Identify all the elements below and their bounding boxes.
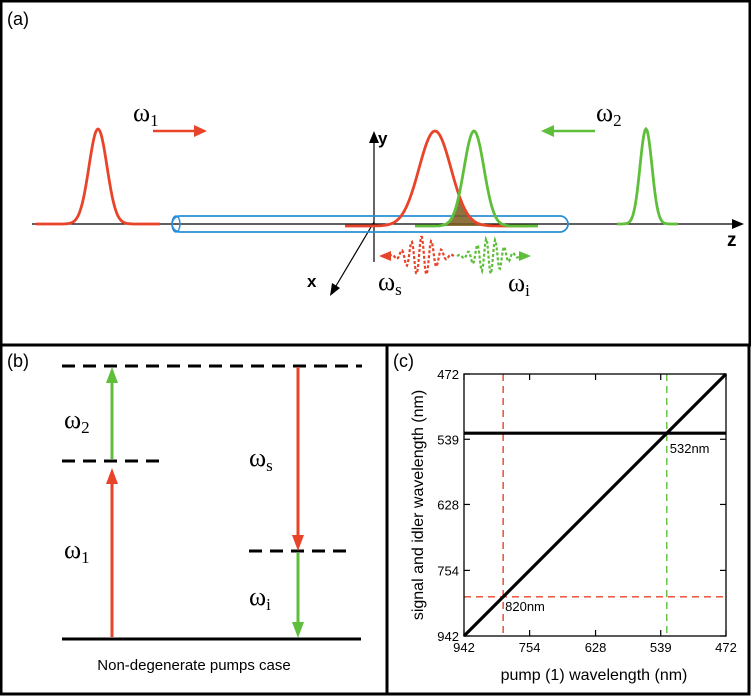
y-tick-label: 539 [437, 432, 459, 447]
z-axis-arrowhead [732, 219, 744, 229]
annotation-532nm: 532nm [670, 441, 710, 456]
omega1-label: ω1 [133, 98, 159, 130]
y-tick-label: 628 [437, 497, 459, 512]
x-tick-label: 942 [453, 640, 475, 655]
panel-c-border [385, 343, 751, 696]
omega1-transition-arrowhead [106, 468, 118, 484]
omega1-level-label: ω1 [64, 535, 90, 567]
omega-s-transition-arrowhead [292, 535, 304, 551]
y-tick-label: 472 [437, 367, 459, 382]
annotation-532-box [531, 425, 579, 438]
y-axis-label: y [378, 129, 388, 148]
omega2-transition-arrowhead [106, 367, 118, 383]
x-axis-title: pump (1) wavelength (nm) [501, 667, 688, 684]
panel-a-border [0, 0, 751, 347]
y-tick-label: 942 [437, 629, 459, 644]
x-tick-label: 472 [715, 640, 737, 655]
omega2-level-label: ω2 [64, 405, 90, 437]
omega-i-level-label: ωi [249, 582, 271, 614]
panel-c-label: (c) [393, 351, 414, 371]
y-axis-arrowhead [369, 131, 379, 143]
annotation-820nm: 820nm [505, 599, 545, 614]
x-tick-label: 539 [650, 640, 672, 655]
panel-a-label: (a) [7, 9, 29, 29]
x-axis-label: x [307, 272, 317, 291]
fiber-end-face [171, 215, 181, 233]
pump1-direction-arrowhead [194, 125, 207, 137]
pump1-pulse-left [36, 127, 160, 226]
panel-b-label: (b) [7, 351, 29, 371]
panel-b-caption: Non-degenerate pumps case [97, 657, 290, 674]
panel-c: (c) 942 754 628 539 472 472 539 628 754 942 532nm 8… [385, 343, 751, 696]
panel-b-border [0, 343, 389, 696]
signal-wave-packet [388, 235, 456, 276]
omega2-label: ω2 [596, 98, 622, 130]
panel-b: (b) ω2 ω1 ωs ωi Non-degenerate pumps cas… [0, 343, 389, 696]
omega-i-label: ωi [508, 268, 530, 300]
x-axis-arrowhead [330, 283, 340, 296]
x-tick-label: 754 [519, 640, 541, 655]
pump2-direction-arrowhead [541, 125, 554, 137]
omega-s-level-label: ωs [249, 443, 273, 475]
y-tick-label: 754 [437, 563, 459, 578]
diagonal-series-line [462, 372, 728, 638]
omega-s-label: ωs [378, 267, 402, 299]
panel-a: (a) y x z ω1 ω2 ω [0, 0, 751, 347]
y-axis-title: signal and idler wavelength (nm) [410, 390, 427, 620]
omega-i-transition-arrowhead [292, 622, 304, 638]
x-tick-label: 628 [585, 640, 607, 655]
x-axis [332, 221, 375, 292]
pump2-pulse-right [617, 126, 678, 226]
signal-arrowhead [379, 251, 391, 261]
idler-wave-packet [456, 235, 523, 278]
pump1-pulse-center [345, 129, 528, 228]
idler-arrowhead [519, 251, 531, 261]
wavelength-chart: 942 754 628 539 472 472 539 628 754 942 532nm 820nm [437, 367, 737, 655]
plot-frame [463, 373, 727, 637]
z-axis-label: z [727, 230, 737, 251]
pump2-pulse-center [415, 129, 538, 228]
